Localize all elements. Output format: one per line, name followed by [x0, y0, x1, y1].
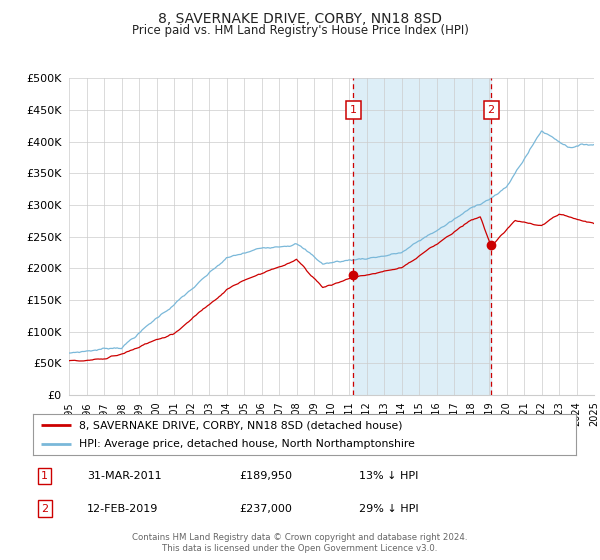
Text: 1: 1	[350, 105, 357, 115]
Text: Contains HM Land Registry data © Crown copyright and database right 2024.: Contains HM Land Registry data © Crown c…	[132, 533, 468, 542]
Bar	[353, 78, 491, 395]
Text: 29% ↓ HPI: 29% ↓ HPI	[359, 503, 418, 514]
Text: £237,000: £237,000	[239, 503, 292, 514]
Text: This data is licensed under the Open Government Licence v3.0.: This data is licensed under the Open Gov…	[163, 544, 437, 553]
Text: 8, SAVERNAKE DRIVE, CORBY, NN18 8SD: 8, SAVERNAKE DRIVE, CORBY, NN18 8SD	[158, 12, 442, 26]
Text: Price paid vs. HM Land Registry's House Price Index (HPI): Price paid vs. HM Land Registry's House …	[131, 24, 469, 37]
Text: £189,950: £189,950	[239, 471, 292, 481]
Text: 31-MAR-2011: 31-MAR-2011	[88, 471, 162, 481]
Text: 2: 2	[488, 105, 494, 115]
Text: 2: 2	[41, 503, 48, 514]
Text: 12-FEB-2019: 12-FEB-2019	[88, 503, 158, 514]
Text: 1: 1	[41, 471, 48, 481]
Text: 13% ↓ HPI: 13% ↓ HPI	[359, 471, 418, 481]
Text: 8, SAVERNAKE DRIVE, CORBY, NN18 8SD (detached house): 8, SAVERNAKE DRIVE, CORBY, NN18 8SD (det…	[79, 421, 403, 430]
Text: HPI: Average price, detached house, North Northamptonshire: HPI: Average price, detached house, Nort…	[79, 439, 415, 449]
